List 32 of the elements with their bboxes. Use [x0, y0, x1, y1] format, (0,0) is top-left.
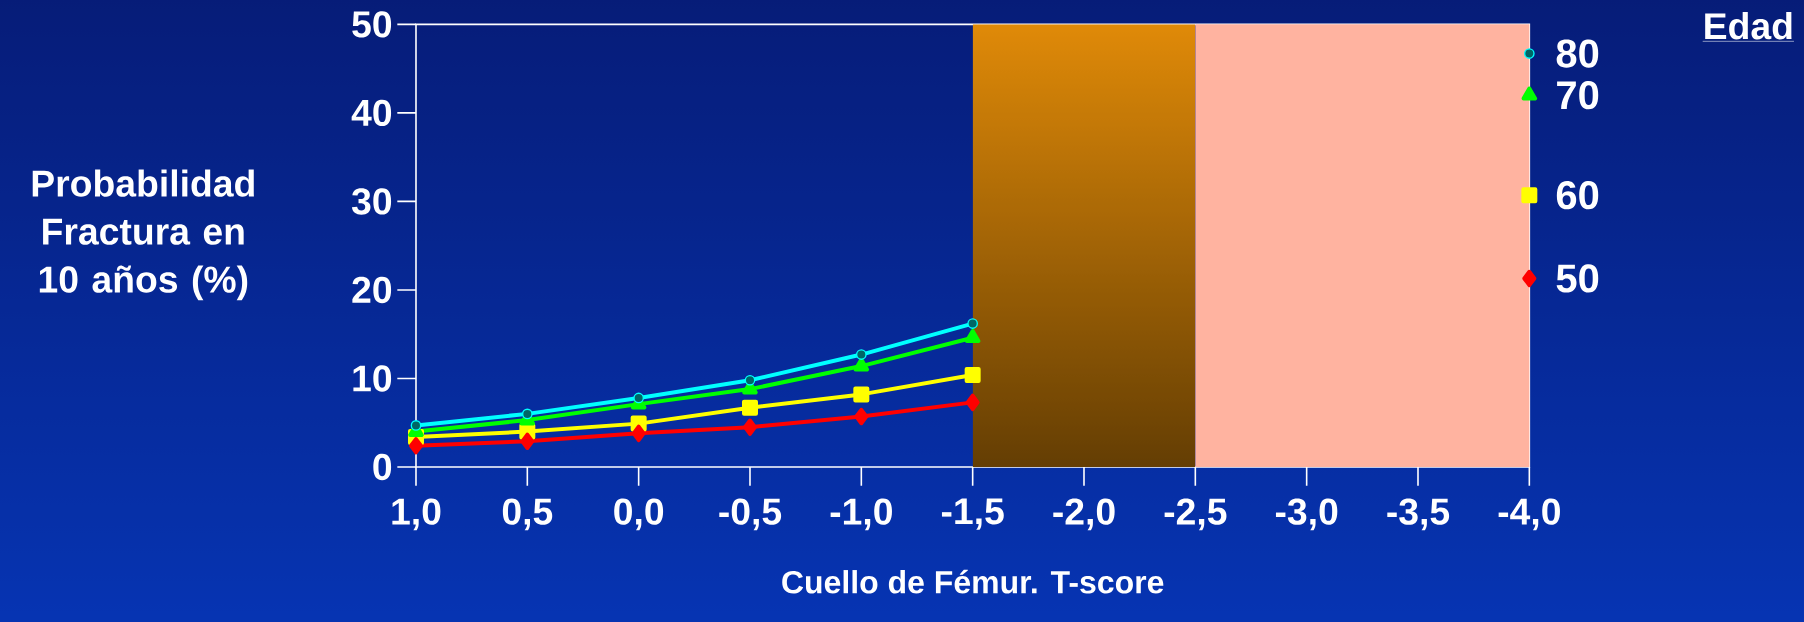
series-label: 70 [1557, 81, 1599, 110]
y-tick-label: 50 [352, 11, 392, 38]
y-tick-label: 40 [351, 99, 392, 127]
x-tick-label: -2,5 [1164, 498, 1227, 531]
x-axis-title: Cuello de Fémur. T-score [782, 569, 1164, 594]
series-label: 50 [1556, 264, 1599, 293]
x-tick-label: 1,0 [392, 498, 441, 531]
x-tick-label: 0,5 [502, 498, 553, 531]
x-tick-label: -0,5 [719, 498, 782, 531]
point [967, 318, 978, 329]
x-tick-label: -2,0 [1053, 498, 1115, 531]
y-axis-title: Probabilidad Fractura en 10 años (%) [32, 169, 254, 301]
point [1521, 86, 1538, 101]
point [853, 357, 870, 372]
point [964, 329, 981, 344]
x-tick-label: -3,5 [1387, 498, 1450, 531]
x-tick-label: 0,0 [614, 498, 664, 531]
point [1523, 48, 1535, 59]
y-tick-label: 0 [373, 453, 392, 481]
x-tick-label: -3,0 [1275, 498, 1338, 531]
y-tick-label: 20 [352, 276, 392, 304]
series-label: 60 [1556, 181, 1599, 210]
legend-title: Edad [1705, 12, 1792, 40]
series-label: 80 [1556, 39, 1599, 68]
y-tick-label: 30 [351, 188, 392, 215]
x-tick-label: -4,0 [1498, 498, 1560, 531]
x-tick-label: -1,5 [941, 498, 1004, 530]
point [855, 349, 867, 360]
point [1521, 187, 1538, 204]
x-tick-label: -1,0 [830, 498, 892, 531]
y-tick-label: 10 [353, 365, 392, 392]
point [1522, 269, 1537, 288]
